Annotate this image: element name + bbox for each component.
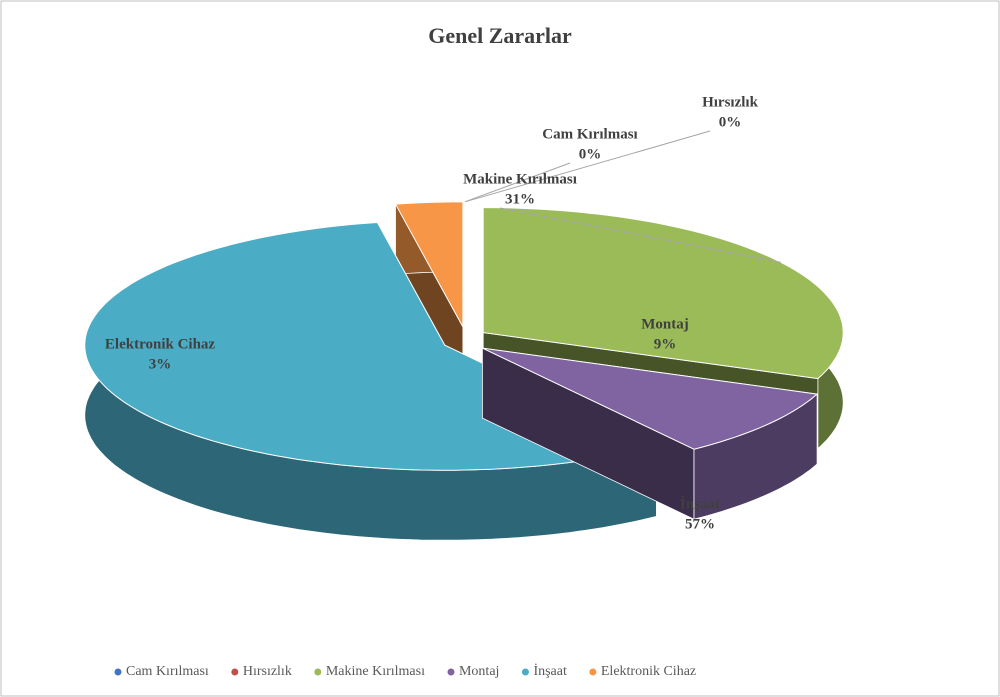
leader-line <box>464 162 571 203</box>
legend-marker <box>314 668 322 676</box>
legend-marker <box>589 668 597 676</box>
data-label-name: Elektronik Cihaz <box>105 336 215 352</box>
data-label-value: 57% <box>685 516 715 532</box>
data-label-name: Cam Kırılması <box>542 126 637 142</box>
legend-label: Elektronik Cihaz <box>601 664 696 679</box>
data-label-value: 9% <box>654 336 677 352</box>
data-label-value: 0% <box>579 146 602 162</box>
data-label-name: Hırsızlık <box>702 94 758 110</box>
legend-marker <box>114 668 122 676</box>
legend-label: Hırsızlık <box>243 664 292 679</box>
data-label-value: 0% <box>719 114 742 130</box>
legend-label: Montaj <box>459 664 499 679</box>
data-label-value: 31% <box>505 191 535 207</box>
legend-label: Cam Kırılması <box>126 664 209 679</box>
slice-top <box>394 201 464 328</box>
leader-line <box>499 207 782 263</box>
slice-top <box>482 347 819 450</box>
data-label-name: Makine Kırılması <box>463 171 577 187</box>
legend-marker <box>231 668 239 676</box>
legend-label: Makine Kırılması <box>326 664 425 679</box>
slice <box>482 347 819 520</box>
leader-line <box>464 130 711 203</box>
legend-marker <box>447 668 455 676</box>
legend: Cam Kırılması Hırsızlık Makine Kırılması Mo… <box>114 663 696 679</box>
legend-marker <box>521 668 529 676</box>
data-label-value: 3% <box>149 356 172 372</box>
legend-label: İnşaat <box>533 663 567 679</box>
chart-title: Genel Zararlar <box>428 23 572 48</box>
data-label-name: Montaj <box>641 316 689 332</box>
data-label-name: İnşaat <box>680 495 720 512</box>
